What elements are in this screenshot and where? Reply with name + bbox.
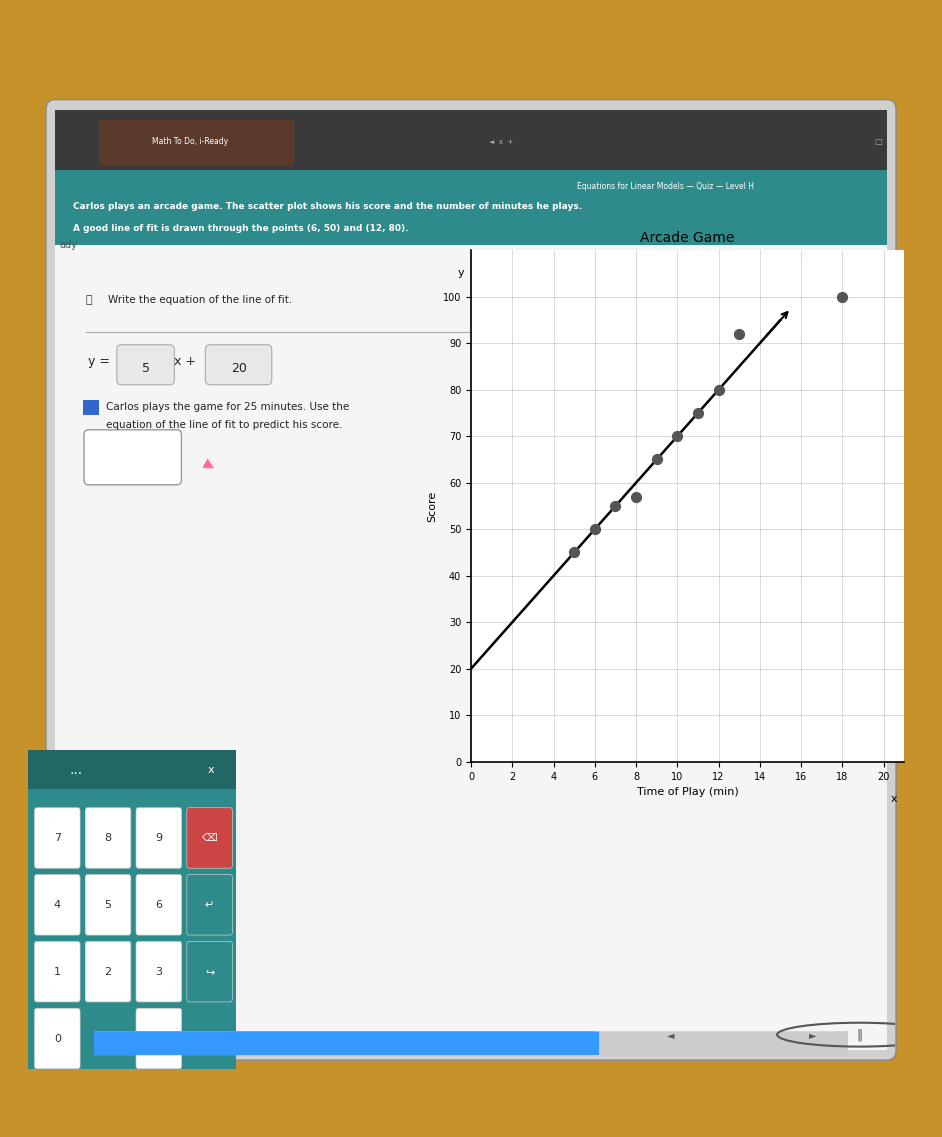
Text: 1: 1 [54, 966, 61, 977]
Bar [99, 119, 294, 165]
Title: Arcade Game: Arcade Game [641, 231, 735, 244]
Text: x +: x + [174, 355, 196, 367]
Text: 20: 20 [231, 362, 247, 375]
FancyBboxPatch shape [79, 1031, 599, 1055]
Text: (-): (-) [153, 1034, 165, 1044]
X-axis label: Time of Play (min): Time of Play (min) [637, 787, 739, 797]
FancyBboxPatch shape [24, 744, 239, 1076]
Text: 4: 4 [54, 899, 61, 910]
Text: ◄: ◄ [668, 1030, 674, 1039]
Text: y: y [458, 268, 464, 279]
Text: ...: ... [70, 763, 83, 777]
Point [649, 450, 664, 468]
Point [587, 520, 602, 538]
FancyBboxPatch shape [84, 430, 182, 484]
FancyBboxPatch shape [117, 345, 174, 384]
Bar [55, 244, 887, 1051]
FancyBboxPatch shape [136, 874, 182, 935]
Text: ◄  x  +: ◄ x + [489, 139, 513, 144]
FancyBboxPatch shape [205, 345, 271, 384]
Point [670, 428, 685, 446]
Text: Write the equation of the line of fit.: Write the equation of the line of fit. [108, 294, 292, 305]
Text: ‖: ‖ [856, 1028, 863, 1041]
Text: 7: 7 [54, 833, 61, 843]
FancyBboxPatch shape [35, 1009, 80, 1069]
Point [690, 404, 706, 422]
Point [608, 497, 623, 515]
Point [567, 543, 582, 562]
Text: 3: 3 [155, 966, 162, 977]
Point [465, 325, 477, 339]
FancyBboxPatch shape [46, 100, 896, 1060]
Text: 9: 9 [155, 833, 162, 843]
Text: Equations for Linear Models — Quiz — Level H: Equations for Linear Models — Quiz — Lev… [577, 182, 755, 191]
FancyBboxPatch shape [85, 807, 131, 869]
FancyBboxPatch shape [85, 874, 131, 935]
Text: ▶: ▶ [201, 456, 217, 473]
Y-axis label: Score: Score [428, 490, 437, 522]
Point [628, 488, 643, 506]
Text: ↵: ↵ [205, 899, 214, 910]
Text: A good line of fit is drawn through the points (6, 50) and (12, 80).: A good line of fit is drawn through the … [73, 224, 408, 233]
Text: 5: 5 [141, 362, 150, 375]
FancyBboxPatch shape [35, 807, 80, 869]
Text: ⌫: ⌫ [202, 833, 218, 843]
Text: □: □ [874, 138, 883, 147]
Point [732, 325, 747, 343]
Text: Carlos plays an arcade game. The scatter plot shows his score and the number of : Carlos plays an arcade game. The scatter… [73, 201, 581, 210]
FancyBboxPatch shape [79, 1031, 863, 1055]
Bar [28, 750, 236, 789]
Bar [83, 400, 99, 415]
Point [80, 325, 91, 339]
Text: 6: 6 [155, 899, 162, 910]
Text: Carlos plays the game for 25 minutes. Use the: Carlos plays the game for 25 minutes. Us… [106, 401, 349, 412]
Text: ady: ady [59, 240, 77, 250]
Text: y =: y = [89, 355, 110, 367]
FancyBboxPatch shape [136, 807, 182, 869]
Text: 8: 8 [105, 833, 111, 843]
FancyBboxPatch shape [187, 874, 233, 935]
FancyBboxPatch shape [35, 941, 80, 1002]
FancyBboxPatch shape [187, 807, 233, 869]
Text: x: x [207, 764, 214, 774]
FancyBboxPatch shape [35, 874, 80, 935]
FancyBboxPatch shape [136, 1009, 182, 1069]
Bar [55, 109, 887, 169]
Point [711, 381, 726, 399]
Bar [55, 169, 887, 244]
Text: 5: 5 [105, 899, 111, 910]
Text: 2: 2 [105, 966, 111, 977]
Text: ⓘ: ⓘ [86, 294, 92, 305]
Text: equation of the line of fit to predict his score.: equation of the line of fit to predict h… [106, 420, 343, 430]
FancyBboxPatch shape [136, 941, 182, 1002]
Point [835, 288, 850, 306]
FancyBboxPatch shape [187, 941, 233, 1002]
Text: Math To Do, i-Ready: Math To Do, i-Ready [153, 138, 228, 147]
Text: ►: ► [809, 1030, 816, 1039]
Text: 0: 0 [54, 1034, 61, 1044]
Text: ↪: ↪ [205, 966, 214, 977]
Text: x: x [891, 794, 898, 804]
FancyBboxPatch shape [85, 941, 131, 1002]
